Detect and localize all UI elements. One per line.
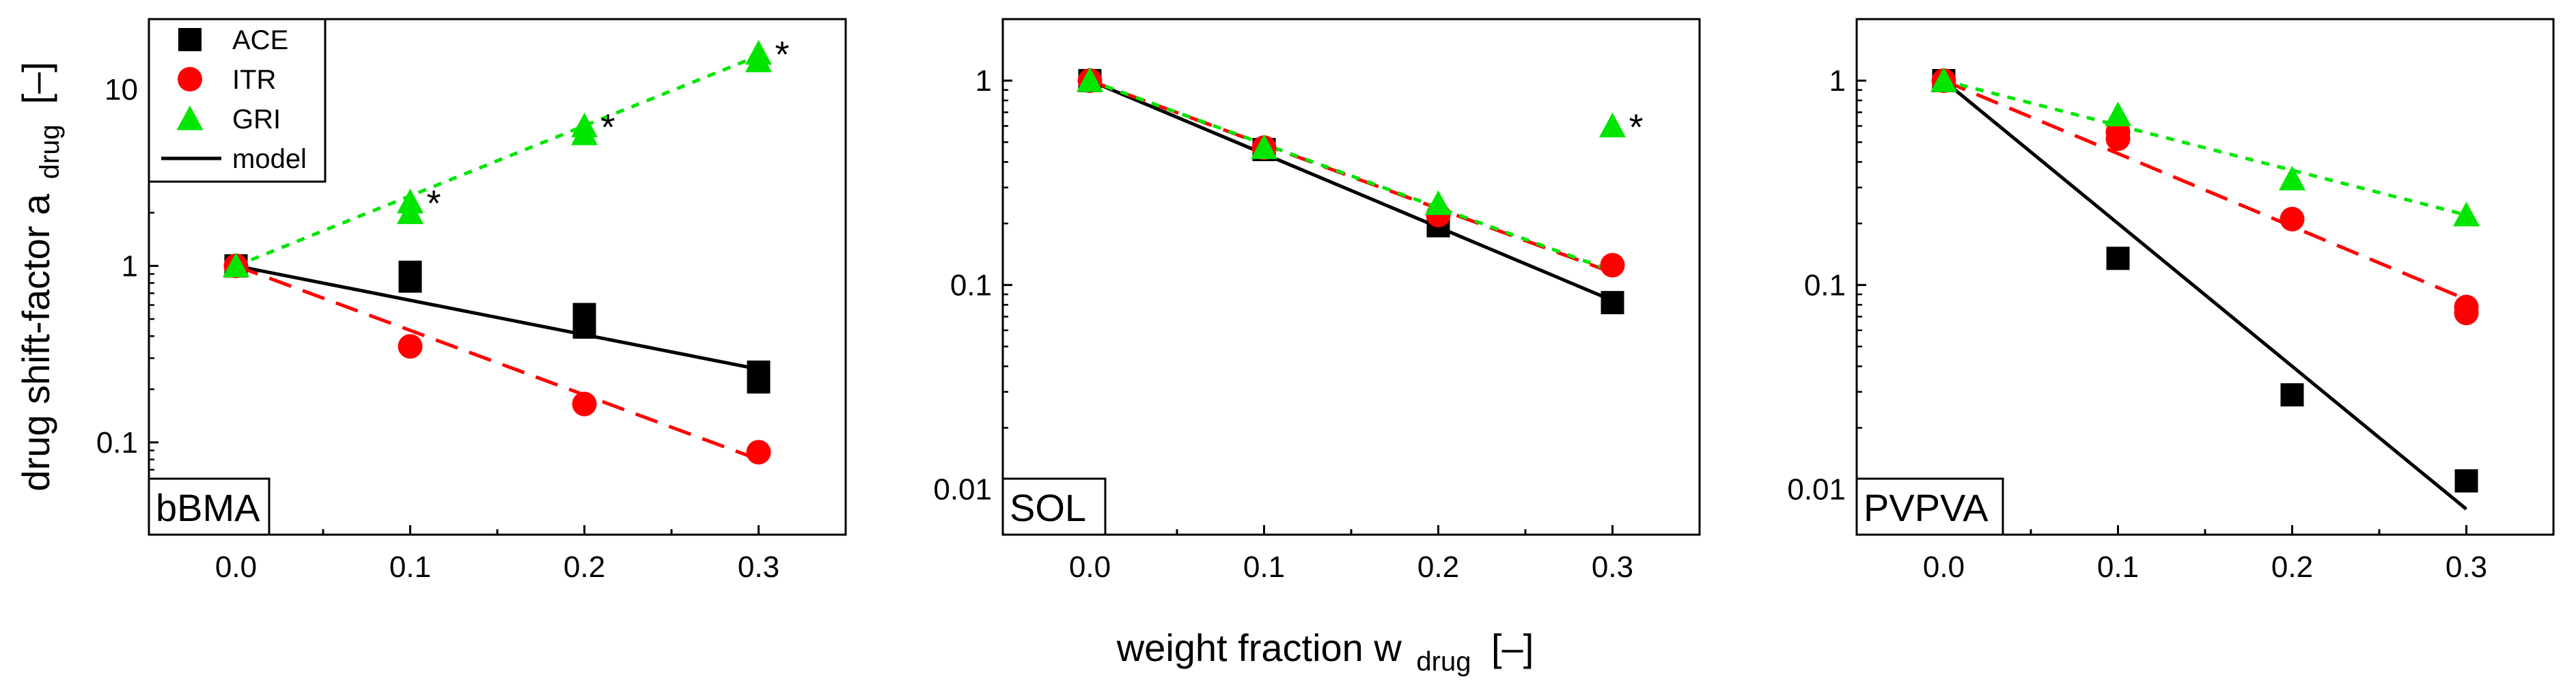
panel-bbma: * * * 0.0 0.1 0.2 0.3 0.1 1 10 bBMA	[96, 18, 847, 584]
data-point-ace	[2280, 383, 2304, 407]
x-tick-label: 0.2	[564, 550, 605, 584]
data-point-ace	[2454, 469, 2478, 493]
legend-label: ITR	[232, 65, 276, 95]
x-axis-title-sub: drug	[1416, 647, 1471, 677]
legend-item-itr: ITR	[178, 65, 276, 95]
y-tick-label: 0.1	[96, 426, 138, 460]
legend-swatch-itr	[178, 67, 202, 92]
model-line-itr	[1943, 79, 2467, 301]
data-point-gri	[1250, 134, 1278, 159]
data-point-ace	[2106, 247, 2130, 270]
y-tick-label: 0.1	[1804, 268, 1846, 302]
annotation-asterisk: *	[1629, 107, 1644, 147]
panel-label: SOL	[1010, 486, 1086, 529]
y-axis-title-sub: drug	[35, 124, 65, 179]
legend-label: model	[232, 144, 307, 174]
data-point-itr	[746, 440, 771, 465]
data-point-itr	[2280, 206, 2305, 231]
model-line-itr	[235, 264, 760, 462]
y-tick-label: 1	[975, 64, 992, 98]
legend-item-model: model	[161, 144, 307, 174]
panel-pvpva: 0.0 0.1 0.2 0.3 0.01 0.1 1 PVPVA	[1787, 18, 2555, 584]
legend-swatch-gri	[176, 105, 204, 130]
x-tick-label: 0.1	[389, 550, 431, 584]
y-tick-label: 1	[1829, 64, 1846, 98]
data-point-itr	[2454, 294, 2479, 320]
legend-item-ace: ACE	[178, 25, 288, 55]
x-tick-label: 0.2	[2271, 550, 2313, 584]
panel-sol: * 0.0 0.1 0.2 0.3 0.01 0.1 1 SOL	[933, 18, 1701, 584]
data-point-gri	[745, 40, 773, 65]
y-tick-label: 10	[105, 73, 138, 107]
x-tick-label: 0.1	[1243, 550, 1285, 584]
model-line-gri	[235, 54, 760, 268]
y-tick-label: 1	[122, 249, 138, 283]
x-axis-title-main: weight fraction w	[1116, 626, 1402, 669]
x-tick-label: 0.3	[2446, 550, 2487, 584]
data-point-gri	[2452, 201, 2480, 227]
y-axis-title-main: drug shift-factor a	[14, 193, 57, 492]
data-point-gri	[570, 112, 598, 138]
legend-label: GRI	[232, 104, 281, 135]
data-point-itr	[398, 334, 423, 359]
panel-label-box	[1001, 477, 1107, 536]
model-line-ace	[1089, 79, 1614, 303]
y-tick-label: 0.01	[1787, 473, 1846, 507]
data-point-ace	[1601, 291, 1624, 315]
model-line-gri	[1089, 79, 1614, 273]
annotation-asterisk: *	[775, 34, 790, 75]
x-tick-label: 0.2	[1417, 550, 1459, 584]
model-line-ace	[236, 264, 759, 371]
x-axis-title-unit: [–]	[1491, 626, 1534, 669]
data-point-itr	[572, 391, 597, 417]
data-point-gri	[1424, 190, 1452, 215]
data-point-gri	[1076, 67, 1104, 92]
model-line-gri	[1943, 79, 2467, 217]
data-point-gri	[1598, 112, 1626, 138]
panel-label-box	[148, 477, 271, 536]
data-point-gri	[2278, 165, 2306, 191]
x-tick-label: 0.0	[215, 550, 257, 584]
legend-item-gri: GRI	[176, 104, 281, 135]
data-point-ace	[398, 260, 422, 284]
panel-label: PVPVA	[1864, 486, 1989, 529]
x-tick-label: 0.3	[738, 550, 779, 584]
x-axis-title: weight fraction w drug [–]	[1116, 626, 1534, 679]
annotation-asterisk: *	[601, 107, 615, 148]
data-point-itr	[1600, 253, 1625, 278]
legend-label: ACE	[232, 25, 288, 55]
data-point-gri	[396, 188, 424, 214]
data-point-gri	[1930, 67, 1958, 92]
data-point-gri	[222, 252, 250, 277]
panel-label-box	[1855, 477, 2004, 536]
legend: ACE ITR GRI model	[148, 18, 327, 183]
data-point-ace	[747, 360, 771, 384]
y-tick-label: 0.1	[950, 268, 992, 302]
panel-label: bBMA	[156, 486, 260, 529]
x-tick-label: 0.0	[1069, 550, 1111, 584]
annotation-asterisk: *	[427, 183, 441, 224]
data-point-ace	[572, 303, 596, 326]
model-line-ace	[1942, 79, 2468, 511]
x-tick-label: 0.0	[1923, 550, 1965, 584]
y-axis-title-unit: [–]	[14, 61, 57, 104]
legend-swatch-ace	[178, 28, 202, 51]
x-tick-label: 0.3	[1592, 550, 1633, 584]
y-axis-title: drug shift-factor a drug [–]	[14, 61, 67, 491]
x-tick-label: 0.1	[2097, 550, 2139, 584]
y-tick-label: 0.01	[933, 473, 992, 507]
data-point-gri	[2104, 101, 2132, 126]
